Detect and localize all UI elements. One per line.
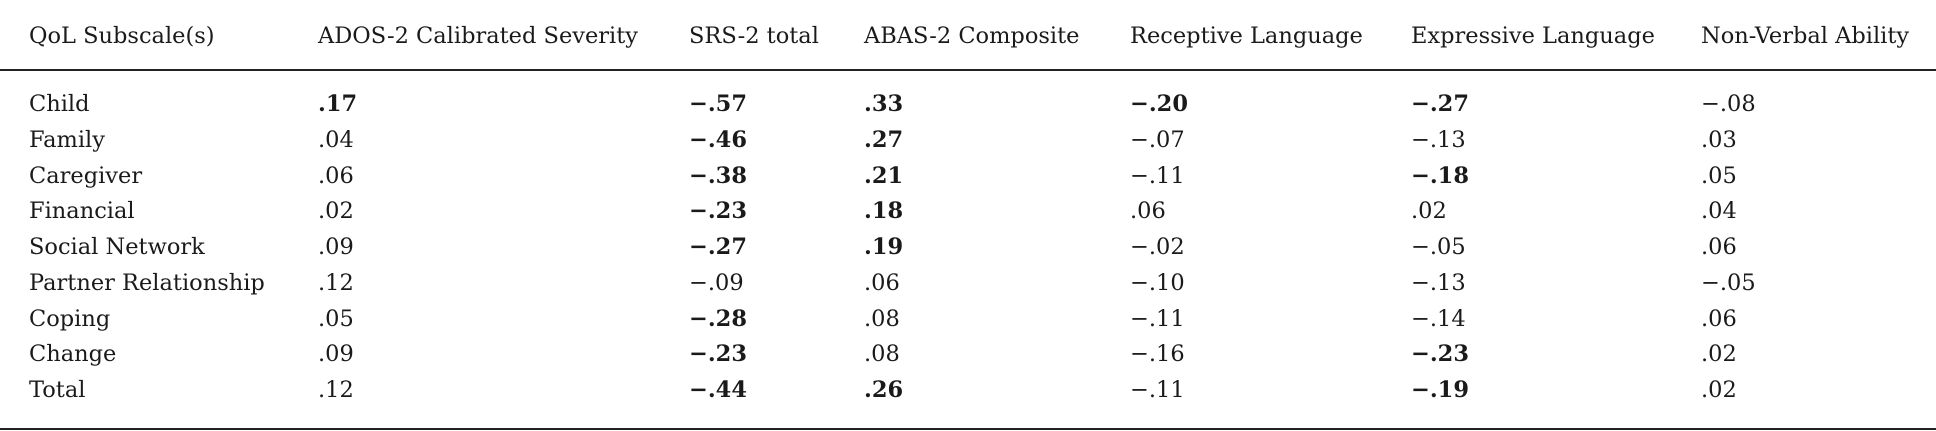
row-label: Social Network — [29, 234, 205, 260]
table-cell: −.05 — [1411, 234, 1466, 260]
row-label: Family — [29, 126, 105, 153]
row-label: Partner Relationship — [29, 269, 265, 296]
column-header-non-verbal-ability: Non-Verbal Ability — [1701, 23, 1910, 49]
table-cell: .09 — [318, 341, 354, 368]
table-cell: .06 — [318, 162, 354, 189]
table-cell: .33 — [864, 91, 904, 117]
table-cell: −.23 — [689, 198, 747, 225]
table-cell: −.27 — [689, 234, 747, 260]
table-cell: .19 — [864, 234, 904, 260]
table-cell: .17 — [318, 91, 358, 117]
table-cell: −.13 — [1411, 126, 1466, 153]
column-header-expressive-language: Expressive Language — [1411, 23, 1655, 49]
table-cell: .09 — [318, 234, 354, 260]
table-cell: .26 — [864, 377, 904, 403]
row-label: Child — [29, 91, 90, 117]
table-cell: .18 — [864, 198, 904, 225]
table-cell: .05 — [318, 305, 354, 332]
table-cell: −.10 — [1130, 269, 1185, 296]
column-header-srs-2: SRS-2 total — [689, 23, 819, 49]
row-label: Change — [29, 341, 117, 368]
table-cell: .06 — [1701, 234, 1737, 260]
table-cell: .02 — [318, 198, 354, 225]
column-header-abas-2: ABAS-2 Composite — [864, 23, 1080, 49]
header-rule — [0, 69, 1936, 71]
table-cell: −.18 — [1411, 162, 1469, 189]
table-cell: −.46 — [689, 126, 747, 153]
table-cell: −.16 — [1130, 341, 1185, 368]
table-cell: −.02 — [1130, 234, 1185, 260]
row-label: Coping — [29, 305, 111, 332]
table-cell: −.11 — [1130, 305, 1185, 332]
table-cell: −.08 — [1701, 91, 1756, 117]
table-cell: .05 — [1701, 162, 1737, 189]
table-cell: .08 — [864, 341, 900, 368]
table-cell: −.57 — [689, 91, 747, 117]
table-cell: −.19 — [1411, 377, 1469, 403]
table-cell: .03 — [1701, 126, 1737, 153]
table-cell: −.13 — [1411, 269, 1466, 296]
table-cell: −.05 — [1701, 269, 1756, 296]
table-cell: −.09 — [689, 269, 744, 296]
table-cell: .12 — [318, 377, 354, 403]
row-label: Caregiver — [29, 162, 143, 189]
table-cell: −.11 — [1130, 377, 1185, 403]
table-cell: .02 — [1411, 198, 1447, 225]
table-cell: −.14 — [1411, 305, 1466, 332]
table-cell: −.11 — [1130, 162, 1185, 189]
row-label: Total — [29, 377, 86, 403]
table-cell: −.38 — [689, 162, 747, 189]
table-cell: −.23 — [1411, 341, 1469, 368]
table-cell: .02 — [1701, 377, 1737, 403]
column-header-receptive-language: Receptive Language — [1130, 23, 1363, 49]
table-cell: .04 — [318, 126, 354, 153]
table-cell: −.28 — [689, 305, 747, 332]
table-cell: −.20 — [1130, 91, 1188, 117]
column-header-qol-subscales: QoL Subscale(s) — [29, 23, 215, 49]
table-cell: .08 — [864, 305, 900, 332]
column-header-ados-2: ADOS-2 Calibrated Severity — [318, 23, 639, 49]
table-cell: .27 — [864, 126, 904, 153]
table-cell: −.44 — [689, 377, 747, 403]
row-label: Financial — [29, 198, 135, 225]
bottom-rule — [0, 428, 1936, 430]
table-cell: .06 — [1701, 305, 1737, 332]
table-cell: .06 — [864, 269, 900, 296]
table-cell: .06 — [1130, 198, 1166, 225]
table-cell: .21 — [864, 162, 904, 189]
table-cell: .04 — [1701, 198, 1737, 225]
table-cell: −.27 — [1411, 91, 1469, 117]
table-cell: .12 — [318, 269, 354, 296]
table-cell: −.07 — [1130, 126, 1185, 153]
table-cell: −.23 — [689, 341, 747, 368]
table-cell: .02 — [1701, 341, 1737, 368]
